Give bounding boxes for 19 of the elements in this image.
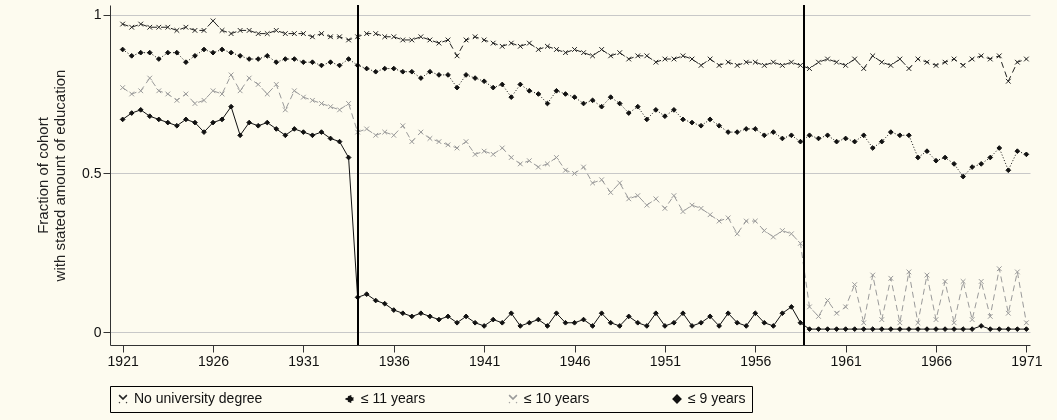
x-tick-label: 1971 <box>1011 352 1043 369</box>
x-tick-label: 1956 <box>740 352 772 369</box>
legend-label: ≤ 9 years <box>688 390 746 406</box>
y-tick-label: 0.5 <box>82 164 102 181</box>
y-tick-label: 0 <box>93 323 102 340</box>
y-tick-label: 1 <box>93 6 102 23</box>
x-tick-label: 1966 <box>920 352 953 369</box>
x-tick-label: 1931 <box>288 352 320 369</box>
x-tick-label: 1941 <box>469 352 501 369</box>
legend-label: No university degree <box>134 390 263 406</box>
x-tick-label: 1926 <box>197 352 230 369</box>
x-tick-label: 1936 <box>378 352 411 369</box>
x-tick-label: 1946 <box>559 352 591 369</box>
x-tick-label: 1951 <box>649 352 682 369</box>
x-tick-label: 1961 <box>830 352 862 369</box>
y-axis-title: Fraction of cohort with stated amount of education <box>34 69 69 283</box>
legend-label: ≤ 11 years <box>361 390 426 406</box>
x-tick-label: 1921 <box>107 352 139 369</box>
legend-label: ≤ 10 years <box>524 390 590 406</box>
